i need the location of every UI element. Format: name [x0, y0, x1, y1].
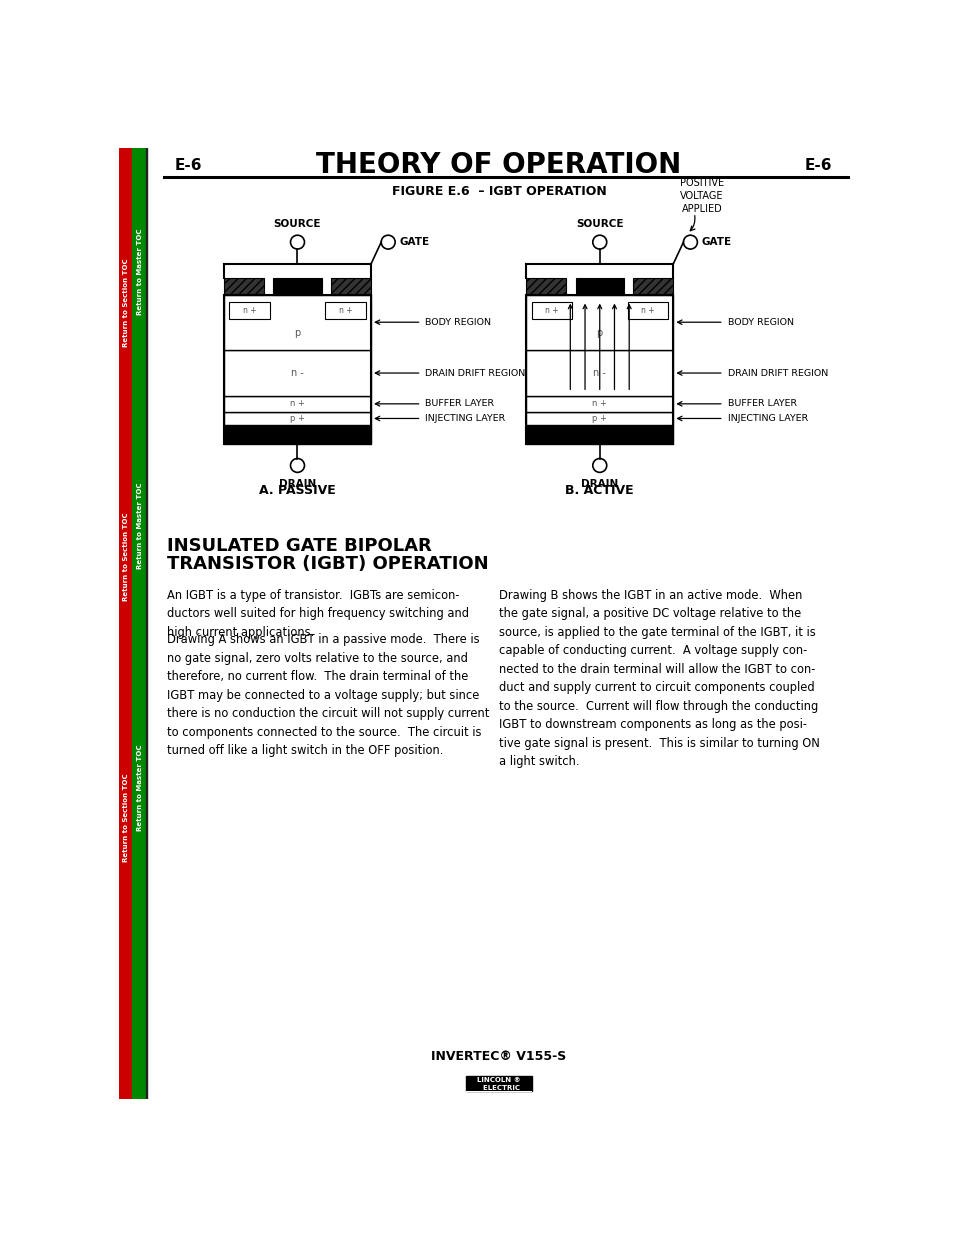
Text: n -: n - [291, 368, 304, 378]
Text: GATE: GATE [398, 237, 429, 247]
Bar [224, 278, 264, 294]
Bar [132, 148, 146, 1099]
Text: DRAIN: DRAIN [278, 478, 315, 489]
Text: Return to Master TOC: Return to Master TOC [137, 743, 143, 831]
Text: n +: n + [290, 399, 305, 409]
Bar [525, 350, 673, 396]
Bar [525, 278, 566, 294]
Bar [274, 278, 321, 294]
Bar [525, 425, 673, 443]
Text: Return to Section TOC: Return to Section TOC [123, 513, 129, 600]
Text: n -: n - [593, 368, 605, 378]
Text: FIGURE E.6  – IGBT OPERATION: FIGURE E.6 – IGBT OPERATION [392, 185, 606, 198]
Bar [325, 303, 365, 319]
Text: GATE: GATE [700, 237, 731, 247]
Text: n +: n + [640, 306, 654, 315]
Bar [224, 425, 371, 443]
Text: SOURCE: SOURCE [576, 219, 623, 228]
Text: LINCOLN ®
  ELECTRIC: LINCOLN ® ELECTRIC [476, 1077, 520, 1091]
Text: B. ACTIVE: B. ACTIVE [565, 484, 634, 498]
Text: E-6: E-6 [174, 158, 202, 173]
Bar [633, 278, 673, 294]
Text: INJECTING LAYER: INJECTING LAYER [425, 414, 505, 422]
Text: n +: n + [338, 306, 352, 315]
Text: Drawing A shows an IGBT in a passive mode.  There is
no gate signal, zero volts : Drawing A shows an IGBT in a passive mod… [167, 634, 489, 757]
Bar [224, 294, 371, 350]
Bar [531, 303, 571, 319]
Bar [525, 411, 673, 425]
Bar [224, 350, 371, 396]
Text: An IGBT is a type of transistor.  IGBTs are semicon-
ductors well suited for hig: An IGBT is a type of transistor. IGBTs a… [167, 589, 469, 638]
Text: SOURCE: SOURCE [274, 219, 321, 228]
Bar [627, 303, 667, 319]
Text: INVERTEC® V155-S: INVERTEC® V155-S [431, 1050, 566, 1063]
Text: TRANSISTOR (IGBT) OPERATION: TRANSISTOR (IGBT) OPERATION [167, 555, 488, 573]
Text: POSITIVE
VOLTAGE
APPLIED: POSITIVE VOLTAGE APPLIED [679, 178, 723, 214]
Text: Return to Section TOC: Return to Section TOC [123, 774, 129, 862]
Text: INJECTING LAYER: INJECTING LAYER [727, 414, 807, 422]
Text: INSULATED GATE BIPOLAR: INSULATED GATE BIPOLAR [167, 537, 432, 555]
Text: BUFFER LAYER: BUFFER LAYER [425, 399, 494, 409]
Text: n +: n + [242, 306, 256, 315]
Text: DRAIN DRIFT REGION: DRAIN DRIFT REGION [425, 368, 525, 378]
Bar [229, 303, 270, 319]
Text: E-6: E-6 [804, 158, 831, 173]
Bar [224, 396, 371, 411]
Text: p +: p + [592, 414, 606, 422]
Text: THEORY OF OPERATION: THEORY OF OPERATION [316, 151, 680, 179]
Bar [146, 148, 147, 1099]
Text: BODY REGION: BODY REGION [727, 317, 793, 327]
Bar [466, 1076, 531, 1092]
Text: p: p [294, 329, 300, 338]
Text: Drawing B shows the IGBT in an active mode.  When
the gate signal, a positive DC: Drawing B shows the IGBT in an active mo… [498, 589, 819, 768]
Bar [224, 411, 371, 425]
Bar [119, 148, 132, 1099]
Text: BODY REGION: BODY REGION [425, 317, 491, 327]
Text: A. PASSIVE: A. PASSIVE [259, 484, 335, 498]
Text: Return to Section TOC: Return to Section TOC [123, 258, 129, 347]
Text: BUFFER LAYER: BUFFER LAYER [727, 399, 796, 409]
Text: p: p [596, 329, 602, 338]
Bar [575, 278, 623, 294]
Text: p +: p + [290, 414, 305, 422]
Text: n +: n + [544, 306, 558, 315]
Bar [525, 294, 673, 350]
Text: Return to Master TOC: Return to Master TOC [137, 228, 143, 315]
Text: DRAIN DRIFT REGION: DRAIN DRIFT REGION [727, 368, 827, 378]
Bar [331, 278, 371, 294]
Text: Return to Master TOC: Return to Master TOC [137, 482, 143, 569]
Text: DRAIN: DRAIN [580, 478, 618, 489]
Text: n +: n + [592, 399, 606, 409]
Bar [525, 396, 673, 411]
